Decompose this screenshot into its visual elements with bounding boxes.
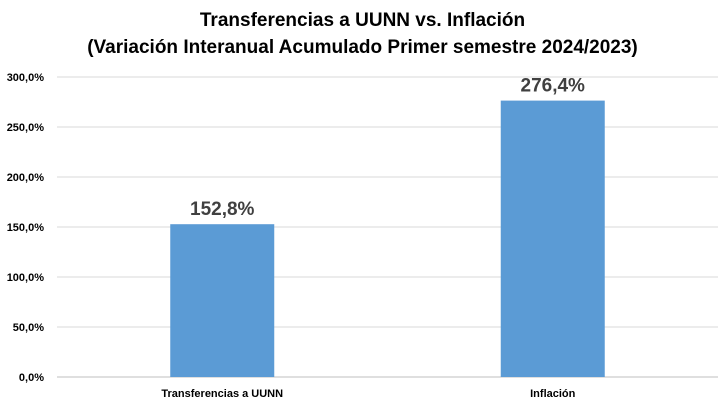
y-tick-label: 50,0% <box>13 322 44 334</box>
y-tick-label: 100,0% <box>7 272 45 284</box>
chart-title: Transferencias a UUNN vs. Inflación <box>199 10 526 31</box>
data-label: 152,8% <box>190 199 255 220</box>
bar-1 <box>170 224 275 377</box>
x-category-label: Inflación <box>530 388 576 400</box>
y-tick-label: 150,0% <box>7 222 45 234</box>
x-category-label: Transferencias a UUNN <box>161 388 283 400</box>
category-labels: Transferencias a UUNN Inflación <box>161 388 575 400</box>
y-tick-label: 0,0% <box>19 372 44 384</box>
y-axis-tick-labels: 0,0% 50,0% 100,0% 150,0% 200,0% 250,0% 300,0% <box>7 72 45 384</box>
bars <box>170 100 605 377</box>
y-tick-label: 200,0% <box>7 172 45 184</box>
data-labels: 152,8% 276,4% <box>190 76 585 221</box>
chart-subtitle: (Variación Interanual Acumulado Primer s… <box>87 37 638 58</box>
data-label: 276,4% <box>521 76 586 97</box>
y-tick-label: 300,0% <box>7 72 45 84</box>
bar-2 <box>500 100 605 377</box>
y-tick-label: 250,0% <box>7 122 45 134</box>
gridlines <box>57 76 718 378</box>
